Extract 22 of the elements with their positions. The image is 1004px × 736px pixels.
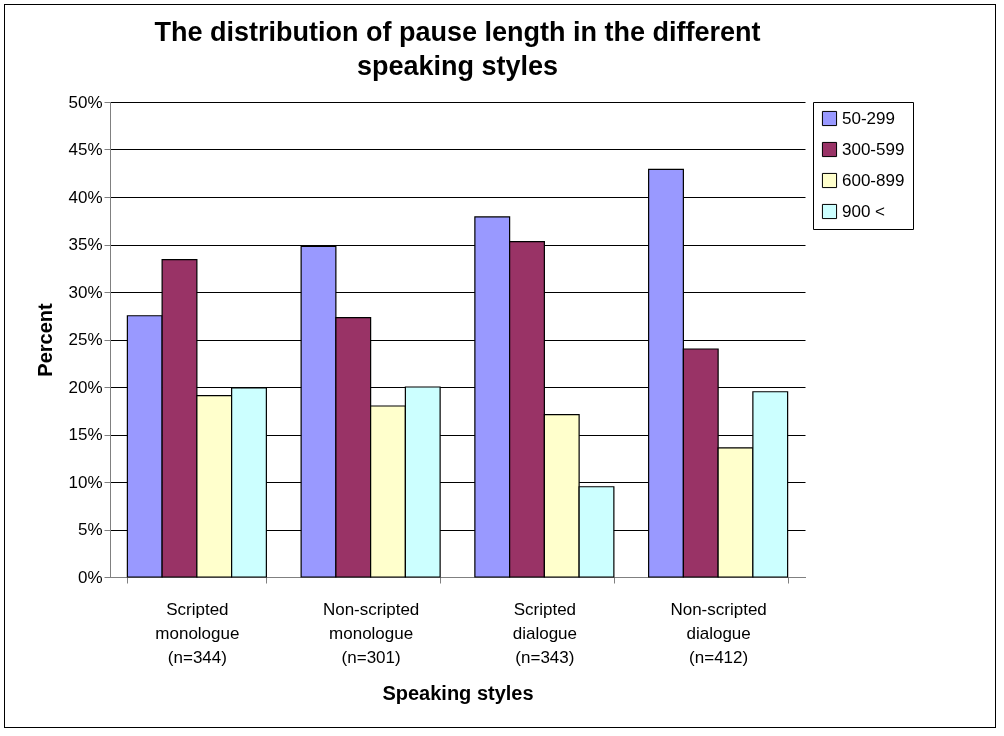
legend-label: 50-299 [842,108,895,128]
y-tick-label: 10% [68,472,103,492]
legend-label: 600-899 [842,170,905,190]
y-tick-label: 45% [68,140,103,159]
x-axis-title: Speaking styles [382,681,534,704]
y-tick-label: 0% [77,567,103,587]
y-tick-label: 50% [68,92,103,112]
x-tick-label: Scripted dialogue (n=343) [512,599,578,667]
y-tick-label: 20% [68,377,103,397]
x-tick-label: Non-scripted dialogue (n=412) [670,599,767,667]
y-tick-label: 25% [68,330,103,349]
y-tick-label: 5% [77,520,103,539]
y-tick-label: 30% [68,282,103,302]
y-tick-label: 35% [68,235,103,254]
y-tick-label: 40% [68,187,103,207]
legend-label: 900 < [842,201,886,221]
x-tick-label: Scripted monologue (n=344) [155,599,240,667]
legend-label: 300-599 [842,139,905,159]
x-tick-label: Non-scripted monologue (n=301) [322,599,420,667]
chart-title: The distribution of pause length in the different speaking styles [154,17,761,81]
y-tick-label: 15% [68,425,103,444]
y-axis-title: Percent [34,302,57,377]
